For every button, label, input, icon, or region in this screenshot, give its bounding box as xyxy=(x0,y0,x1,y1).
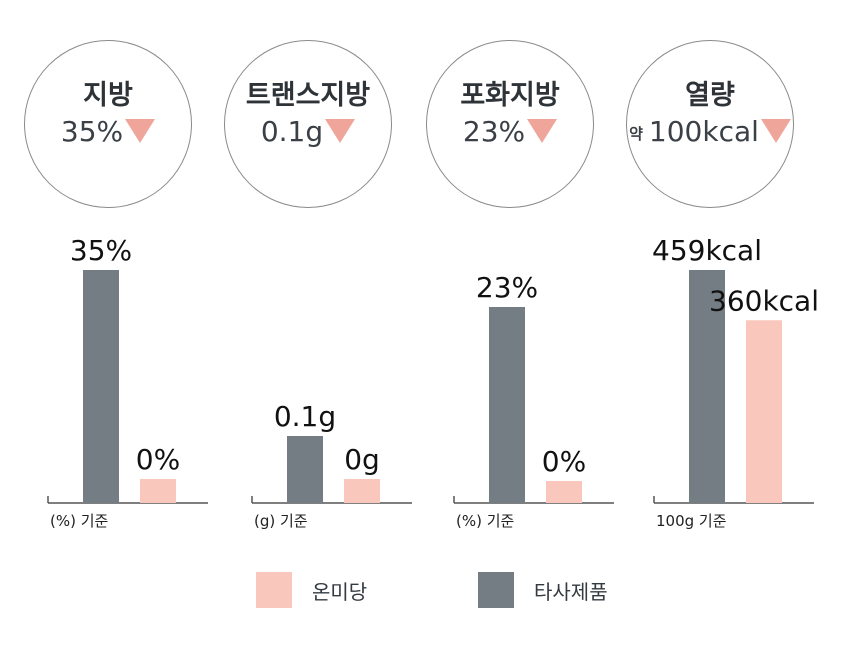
data-label-others: 35% xyxy=(70,234,132,267)
calorie-badge-title: 열량 xyxy=(685,80,735,111)
data-label-others: 23% xyxy=(476,271,538,304)
trans-fat-badge-title: 트랜스지방 xyxy=(245,80,371,111)
calorie-badge-prefix: 약 xyxy=(629,124,643,143)
data-label-onmidang: 360kcal xyxy=(709,284,819,317)
down-arrow-icon xyxy=(527,119,558,143)
saturated-fat-badge-value: 23% xyxy=(462,115,526,148)
x-axis-label: (%) 기준 xyxy=(456,512,515,530)
fat-badge: 지방 35% xyxy=(24,40,192,208)
down-arrow-icon xyxy=(760,119,791,143)
data-label-others: 459kcal xyxy=(652,234,762,267)
x-axis-label: (%) 기준 xyxy=(50,512,109,530)
legend-label-others: 타사제품 xyxy=(534,580,608,604)
trans-fat-badge-value: 0.1g xyxy=(260,115,324,148)
data-label-onmidang: 0% xyxy=(136,443,180,476)
bar-others xyxy=(489,307,525,503)
calorie-badge-value: 100kcal xyxy=(648,115,759,148)
calorie-badge: 열량 약 100kcal xyxy=(626,40,794,208)
x-axis-label: 100g 기준 xyxy=(656,512,727,530)
saturated-fat-badge-value-row: 23% xyxy=(427,115,593,148)
down-arrow-icon xyxy=(125,119,156,143)
bar-onmidang xyxy=(140,479,176,503)
fat-badge-value: 35% xyxy=(60,115,124,148)
bar-onmidang xyxy=(746,320,782,503)
data-label-onmidang: 0% xyxy=(542,445,586,478)
calorie-badge-value-row: 약 100kcal xyxy=(627,115,793,148)
down-arrow-icon xyxy=(325,119,356,143)
legend-swatch-others xyxy=(478,572,514,608)
x-axis-label: (g) 기준 xyxy=(254,512,308,530)
bar-others xyxy=(287,436,323,503)
trans-fat-badge: 트랜스지방 0.1g xyxy=(224,40,392,208)
legend-swatch-onmidang xyxy=(256,572,292,608)
saturated-fat-badge-title: 포화지방 xyxy=(460,80,560,111)
data-label-onmidang: 0g xyxy=(344,443,380,476)
fat-badge-title: 지방 xyxy=(83,80,133,111)
legend-label-onmidang: 온미당 xyxy=(312,580,368,604)
bar-others xyxy=(689,270,725,503)
fat-badge-value-row: 35% xyxy=(25,115,191,148)
saturated-fat-badge: 포화지방 23% xyxy=(426,40,594,208)
bar-onmidang xyxy=(344,479,380,503)
bar-onmidang xyxy=(546,481,582,503)
bar-others xyxy=(83,270,119,503)
trans-fat-badge-value-row: 0.1g xyxy=(225,115,391,148)
data-label-others: 0.1g xyxy=(274,400,336,433)
